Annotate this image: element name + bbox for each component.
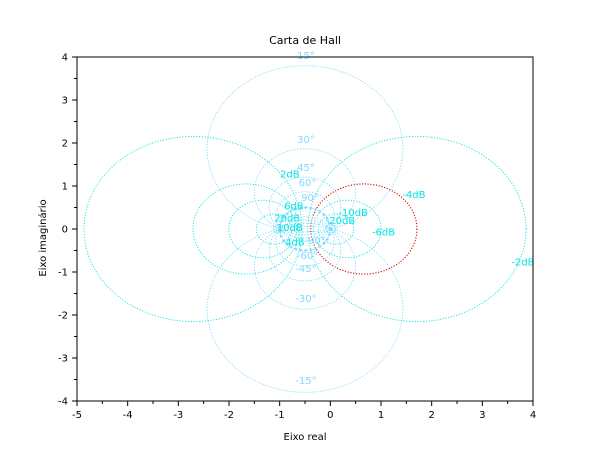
gain-label: -6dB [372, 227, 395, 238]
gain-label: -4dB [402, 190, 425, 201]
phase-circle-minus45deg [268, 219, 342, 282]
y-tick-label: 1 [62, 182, 68, 193]
curve-labels: -4dB-2dB-6dB-10dB-20dB2dB6dB20dB10dB4dB1… [274, 51, 534, 387]
y-tick-label: 3 [62, 96, 68, 107]
gain-label: 2dB [280, 169, 300, 180]
phase-circle-60deg [275, 191, 335, 242]
phase-label: -30° [295, 294, 316, 305]
gain-label: 10dB [277, 223, 303, 234]
chart-axes: -5 -4 -3 -2 -1 0 1 2 3 4 -4 -3 -2 -1 0 1 2 3 4 [58, 53, 536, 422]
phase-label: -60° [297, 251, 318, 262]
phase-circle-30deg [253, 148, 357, 236]
gain-circle-2db [83, 135, 303, 323]
y-tick-label: 4 [62, 53, 68, 64]
gain-circle-minus2db [307, 135, 527, 323]
gain-label: -2dB [511, 258, 534, 269]
chart-title: Carta de Hall [269, 34, 341, 47]
gain-circle-4db [192, 183, 300, 275]
plot-frame [76, 56, 534, 402]
y-axis-label: Eixo imaginário [37, 199, 49, 276]
gain-circle-20db [273, 224, 285, 234]
phase-circle-15deg [206, 65, 404, 233]
y-tick-label: -1 [58, 268, 68, 279]
y-tick-label: -4 [58, 397, 68, 408]
phase-label: 30° [297, 135, 315, 146]
x-tick-label: 2 [428, 410, 434, 421]
chart-curves [83, 65, 527, 393]
x-axis-label: Eixo real [284, 432, 327, 443]
x-tick-label: -2 [224, 410, 234, 421]
x-tick-label: 3 [479, 410, 485, 421]
y-tick-label: 0 [62, 225, 68, 236]
x-tick-label: -5 [72, 410, 82, 421]
phase-label: 90° [301, 193, 319, 204]
gain-circle-6db [228, 199, 298, 259]
phase-label: -45° [295, 264, 316, 275]
x-tick-label: -3 [173, 410, 183, 421]
gain-label: 6dB [284, 202, 304, 213]
phase-label: -15° [295, 376, 316, 387]
gain-label: -20dB [326, 216, 356, 227]
x-tick-label: 1 [378, 410, 384, 421]
gain-circle-minus10db [317, 213, 355, 245]
phase-circle-minus15deg [206, 225, 404, 393]
phase-label: 45° [297, 163, 315, 174]
y-tick-label: -3 [58, 354, 68, 365]
gain-label: 4dB [285, 237, 305, 248]
phase-circle-minus60deg [275, 216, 335, 267]
gain-label: 20dB [274, 213, 300, 224]
x-tick-label: -1 [275, 410, 285, 421]
gain-circle-10db [255, 213, 293, 245]
gain-circle-minus4db [310, 183, 418, 275]
phase-circle-minus30deg [253, 222, 357, 310]
gain-circle-minus20db [325, 224, 337, 234]
phase-circle-45deg [268, 176, 342, 239]
phase-label: -90° [304, 236, 325, 247]
x-tick-label: -4 [123, 410, 133, 421]
phase-label: 60° [299, 178, 317, 189]
phase-circle-minus90deg [278, 206, 332, 252]
gain-circle-minus6db [312, 199, 382, 259]
y-tick-label: -2 [58, 311, 68, 322]
y-tick-label: 2 [62, 139, 68, 150]
x-tick-label: 4 [530, 410, 536, 421]
gain-label: -10dB [338, 208, 368, 219]
x-tick-label: 0 [327, 410, 333, 421]
